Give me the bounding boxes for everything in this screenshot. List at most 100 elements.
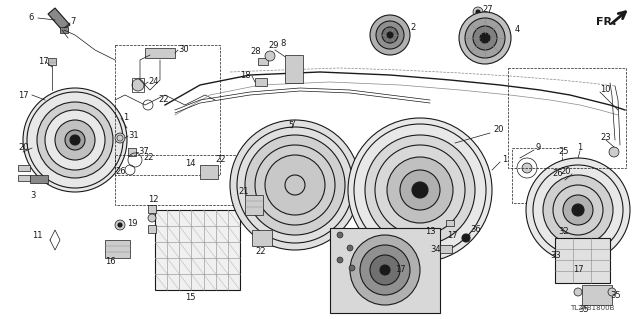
Bar [148,225,156,233]
Text: 17: 17 [38,57,49,66]
Circle shape [476,10,480,14]
Circle shape [349,265,355,271]
Text: 15: 15 [185,293,195,302]
Bar [285,55,303,83]
Text: 27: 27 [482,5,493,14]
Circle shape [265,51,275,61]
Bar [582,285,612,305]
Text: 17: 17 [447,231,458,240]
Text: 35: 35 [610,291,621,300]
Bar [145,48,175,58]
Text: 22: 22 [255,248,266,256]
Text: 25: 25 [558,147,568,157]
Text: 16: 16 [105,257,116,266]
Bar [48,58,56,65]
Circle shape [382,27,398,43]
Circle shape [459,12,511,64]
Circle shape [115,220,125,230]
Circle shape [118,223,122,227]
Text: 20: 20 [560,167,570,176]
Circle shape [132,79,144,91]
Text: 22: 22 [158,95,168,105]
Bar [115,45,220,175]
Circle shape [526,158,630,262]
Text: 29: 29 [268,41,278,49]
Circle shape [563,195,593,225]
Text: 9: 9 [535,144,540,152]
Text: 11: 11 [32,231,42,240]
Circle shape [55,120,95,160]
Text: 12: 12 [148,196,159,204]
Circle shape [115,133,125,143]
Bar [255,78,267,86]
Circle shape [387,32,393,38]
Circle shape [608,288,616,296]
Text: 30: 30 [178,46,189,55]
Circle shape [387,157,453,223]
Circle shape [70,135,80,145]
Text: 32: 32 [558,227,568,236]
Circle shape [148,214,156,222]
Bar [155,210,240,290]
Bar [128,148,136,156]
Text: 17: 17 [395,265,406,275]
Text: 19: 19 [127,219,138,227]
Circle shape [360,245,410,295]
Text: 36: 36 [470,226,481,234]
Circle shape [473,7,483,17]
Text: 21: 21 [238,188,248,197]
Bar [30,175,48,183]
Circle shape [23,88,127,192]
Text: 6: 6 [28,13,33,23]
Circle shape [543,175,613,245]
Circle shape [230,120,360,250]
Circle shape [462,234,470,242]
Text: 34: 34 [430,246,440,255]
Bar [115,155,245,205]
Circle shape [337,257,343,263]
Text: 26: 26 [552,168,563,177]
Text: 14: 14 [185,159,195,167]
Bar [105,240,130,258]
Circle shape [465,18,505,58]
Bar [440,245,452,253]
Text: 31: 31 [128,131,139,140]
Circle shape [65,130,85,150]
Text: 3: 3 [30,190,35,199]
Bar [148,205,156,213]
Text: 26: 26 [115,167,125,176]
Polygon shape [48,8,70,30]
Circle shape [380,265,390,275]
Bar [252,230,272,246]
Circle shape [473,26,497,50]
Text: 33: 33 [550,250,561,259]
Circle shape [45,110,105,170]
Text: 17: 17 [18,91,29,100]
Bar [132,78,144,92]
Circle shape [572,204,584,216]
Text: 1: 1 [123,114,128,122]
Text: 23: 23 [600,133,611,143]
Bar [512,148,562,203]
Circle shape [350,235,420,305]
Circle shape [37,102,113,178]
Circle shape [245,135,345,235]
Circle shape [400,170,440,210]
Text: 17: 17 [573,265,584,275]
Text: 1: 1 [577,144,582,152]
Text: 37: 37 [138,147,148,157]
Circle shape [376,21,404,49]
Bar [508,68,626,168]
Text: 18: 18 [240,70,251,79]
Bar [258,58,268,65]
Circle shape [337,232,343,238]
Text: 4: 4 [515,26,520,34]
Circle shape [412,182,428,198]
Circle shape [347,245,353,251]
Text: 13: 13 [425,227,436,236]
Text: 24: 24 [148,78,159,86]
Text: 1: 1 [502,155,508,165]
Circle shape [370,255,400,285]
Circle shape [522,163,532,173]
Bar [555,238,610,283]
